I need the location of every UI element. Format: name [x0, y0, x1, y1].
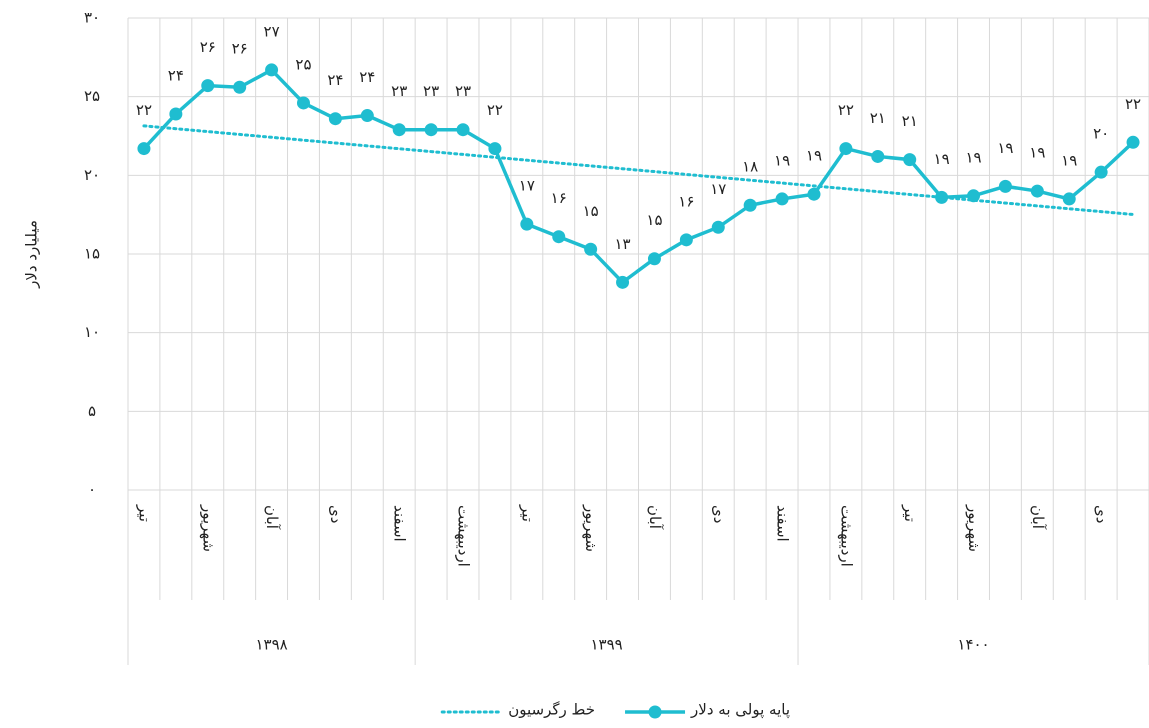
x-tick-label: شهریور	[199, 504, 217, 552]
data-point	[265, 63, 278, 76]
chart: میلیارد دلار ۰ ۵ ۱۰ ۱۵ ۲۰ ۲۵ ۳۰ تیر شهریور آبان دی…	[0, 0, 1149, 724]
data-label: ۱۹	[806, 147, 822, 165]
legend-marker	[649, 706, 662, 719]
data-label: ۱۷	[519, 177, 535, 195]
y-tick-label: ۱۰	[84, 323, 100, 341]
data-point	[233, 81, 246, 94]
data-point	[999, 180, 1012, 193]
data-point	[361, 109, 374, 122]
x-tick-label: دی	[1093, 505, 1111, 523]
data-label: ۲۵	[295, 55, 311, 73]
x-tick-label: آبان	[263, 505, 281, 530]
data-label: ۱۹	[1061, 151, 1077, 169]
data-point	[903, 153, 916, 166]
data-point	[616, 276, 629, 289]
data-point	[520, 218, 533, 231]
data-label: ۱۶	[678, 192, 694, 210]
data-label: ۲۳	[391, 82, 407, 100]
data-label: ۲۰	[1093, 125, 1109, 143]
data-label: ۱۹	[774, 151, 790, 169]
data-point	[584, 243, 597, 256]
data-point	[393, 123, 406, 136]
data-label: ۲۴	[168, 66, 184, 84]
x-tick-label: اسفند	[774, 505, 792, 542]
x-tick-label: آبان	[646, 505, 664, 530]
data-label: ۲۱	[870, 109, 886, 127]
data-label: ۲۲	[838, 101, 854, 119]
x-tick-label: اردیبهشت	[837, 505, 855, 567]
data-point	[712, 221, 725, 234]
data-label: ۱۹	[1029, 144, 1045, 162]
x-tick-label: تیر	[135, 504, 153, 522]
data-label: ۲۱	[902, 112, 918, 130]
data-point	[744, 199, 757, 212]
x-tick-label: آبان	[1029, 505, 1047, 530]
data-label: ۱۷	[710, 180, 726, 198]
data-label: ۲۲	[136, 101, 152, 119]
data-label: ۲۴	[327, 71, 343, 89]
y-axis-label: میلیارد دلار	[23, 220, 41, 289]
data-point	[776, 192, 789, 205]
y-tick-label: ۲۵	[84, 87, 100, 105]
x-tick-label: شهریور	[965, 504, 983, 552]
data-point	[680, 233, 693, 246]
data-point	[807, 188, 820, 201]
data-point	[839, 142, 852, 155]
x-tick-label: اسفند	[391, 505, 409, 542]
data-point	[457, 123, 470, 136]
x-tick-label: شهریور	[582, 504, 600, 552]
x-tick-label: دی	[327, 505, 345, 523]
data-label: ۲۳	[423, 82, 439, 100]
data-point	[425, 123, 438, 136]
data-label: ۱۳	[614, 235, 630, 253]
data-point	[1031, 185, 1044, 198]
y-tick-label: ۲۰	[84, 166, 100, 184]
data-point	[329, 112, 342, 125]
y-tick-label: ۰	[88, 481, 96, 499]
data-label: ۲۷	[264, 22, 280, 40]
data-label: ۲۲	[487, 101, 503, 119]
data-point	[1127, 136, 1140, 149]
data-point	[297, 96, 310, 109]
data-point	[648, 252, 661, 265]
data-label: ۱۵	[583, 202, 599, 220]
data-label: ۱۹	[965, 148, 981, 166]
data-point	[1095, 166, 1108, 179]
data-point	[1063, 192, 1076, 205]
y-tick-label: ۱۵	[84, 245, 100, 263]
data-point	[137, 142, 150, 155]
data-point	[488, 142, 501, 155]
x-tick-label: دی	[710, 505, 728, 523]
data-point	[201, 79, 214, 92]
legend-label: پایه پولی به دلار	[690, 701, 790, 720]
data-label: ۱۹	[934, 150, 950, 168]
data-point	[169, 107, 182, 120]
data-label: ۲۲	[1125, 95, 1141, 113]
data-label: ۲۴	[359, 68, 375, 86]
data-label: ۲۳	[455, 82, 471, 100]
data-point	[552, 230, 565, 243]
data-label: ۲۶	[200, 38, 216, 56]
y-tick-label: ۵	[88, 402, 96, 420]
group-label: ۱۳۹۹	[590, 636, 622, 654]
x-tick-label: تیر	[901, 504, 919, 522]
group-label: ۱۳۹۸	[255, 636, 287, 654]
y-tick-label: ۳۰	[84, 9, 100, 27]
data-point	[871, 150, 884, 163]
group-label: ۱۴۰۰	[957, 636, 989, 654]
x-tick-label: اردیبهشت	[455, 505, 473, 567]
x-tick-label: تیر	[518, 504, 536, 522]
data-label: ۱۶	[551, 189, 567, 207]
legend-label: خط رگرسیون	[508, 701, 595, 719]
data-label: ۱۹	[997, 139, 1013, 157]
data-label: ۱۵	[646, 211, 662, 229]
data-label: ۱۸	[742, 158, 758, 176]
data-label: ۲۶	[232, 40, 248, 58]
